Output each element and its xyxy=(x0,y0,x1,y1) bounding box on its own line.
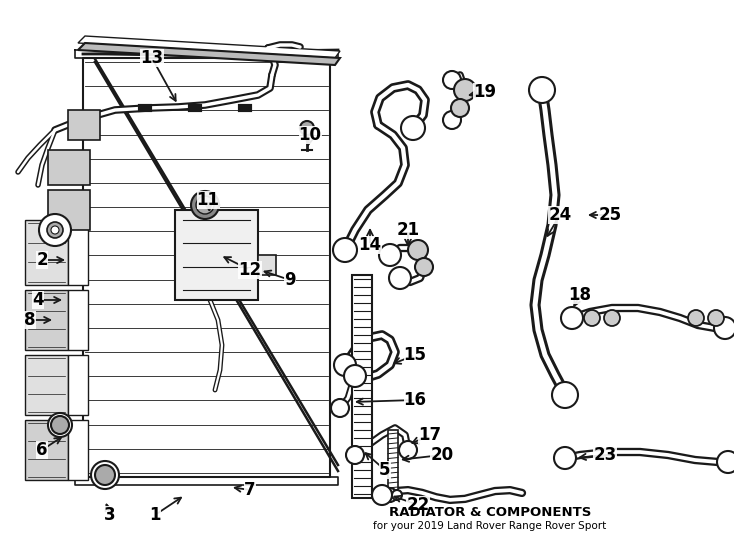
Text: 14: 14 xyxy=(358,236,382,254)
Text: 3: 3 xyxy=(104,506,116,524)
Polygon shape xyxy=(258,255,276,275)
Polygon shape xyxy=(78,36,340,58)
Circle shape xyxy=(47,222,63,238)
Text: 22: 22 xyxy=(407,496,429,514)
Text: 15: 15 xyxy=(404,346,426,364)
Polygon shape xyxy=(75,50,338,58)
Circle shape xyxy=(408,240,428,260)
Circle shape xyxy=(554,447,576,469)
Circle shape xyxy=(383,488,397,502)
Text: 7: 7 xyxy=(244,481,256,499)
Polygon shape xyxy=(68,220,88,285)
Text: 16: 16 xyxy=(404,391,426,409)
Text: 21: 21 xyxy=(396,221,420,239)
Text: 8: 8 xyxy=(24,311,36,329)
Text: 2: 2 xyxy=(36,251,48,269)
Polygon shape xyxy=(68,290,88,350)
Text: 10: 10 xyxy=(299,126,321,144)
Polygon shape xyxy=(25,420,68,480)
Text: 12: 12 xyxy=(239,261,261,279)
Polygon shape xyxy=(175,210,258,300)
Polygon shape xyxy=(83,58,330,477)
Polygon shape xyxy=(352,275,372,498)
Circle shape xyxy=(91,461,119,489)
Circle shape xyxy=(443,111,461,129)
Text: 6: 6 xyxy=(36,441,48,459)
Circle shape xyxy=(561,307,583,329)
Text: 1: 1 xyxy=(149,506,161,524)
Polygon shape xyxy=(68,355,88,415)
Circle shape xyxy=(51,416,69,434)
Polygon shape xyxy=(83,50,338,58)
Text: 9: 9 xyxy=(284,271,296,289)
Text: 24: 24 xyxy=(548,206,572,224)
Circle shape xyxy=(300,121,314,135)
Circle shape xyxy=(372,485,392,505)
Text: 19: 19 xyxy=(473,83,497,101)
Text: 11: 11 xyxy=(197,191,219,209)
Text: 5: 5 xyxy=(379,461,390,479)
Text: 20: 20 xyxy=(430,446,454,464)
Circle shape xyxy=(95,465,115,485)
Text: 4: 4 xyxy=(32,291,44,309)
Text: for your 2019 Land Rover Range Rover Sport: for your 2019 Land Rover Range Rover Spo… xyxy=(374,521,606,531)
Text: RADIATOR & COMPONENTS: RADIATOR & COMPONENTS xyxy=(389,505,591,518)
Circle shape xyxy=(584,310,600,326)
Text: 23: 23 xyxy=(593,446,617,464)
Polygon shape xyxy=(75,477,338,485)
Circle shape xyxy=(333,238,357,262)
Circle shape xyxy=(39,214,71,246)
Polygon shape xyxy=(68,420,88,480)
Polygon shape xyxy=(48,190,90,230)
Text: 18: 18 xyxy=(569,286,592,304)
Circle shape xyxy=(196,196,214,214)
Circle shape xyxy=(334,354,356,376)
Circle shape xyxy=(392,490,402,500)
Circle shape xyxy=(529,77,555,103)
Circle shape xyxy=(451,99,469,117)
Circle shape xyxy=(48,413,72,437)
Circle shape xyxy=(389,267,411,289)
Circle shape xyxy=(552,382,578,408)
Circle shape xyxy=(401,116,425,140)
Circle shape xyxy=(443,71,461,89)
Polygon shape xyxy=(68,110,100,140)
Circle shape xyxy=(717,451,734,473)
Text: 13: 13 xyxy=(140,49,164,67)
Polygon shape xyxy=(25,220,68,285)
Circle shape xyxy=(344,365,366,387)
Polygon shape xyxy=(388,430,398,492)
Circle shape xyxy=(51,226,59,234)
Circle shape xyxy=(331,399,349,417)
Circle shape xyxy=(399,441,417,459)
Circle shape xyxy=(604,310,620,326)
Polygon shape xyxy=(48,150,90,185)
Text: 25: 25 xyxy=(598,206,622,224)
Circle shape xyxy=(415,258,433,276)
Circle shape xyxy=(714,317,734,339)
Circle shape xyxy=(708,310,724,326)
Circle shape xyxy=(346,446,364,464)
Polygon shape xyxy=(25,290,68,350)
Circle shape xyxy=(379,244,401,266)
Polygon shape xyxy=(25,355,68,415)
Circle shape xyxy=(688,310,704,326)
Circle shape xyxy=(191,191,219,219)
Circle shape xyxy=(454,79,476,101)
Polygon shape xyxy=(78,43,340,65)
Text: 17: 17 xyxy=(418,426,442,444)
